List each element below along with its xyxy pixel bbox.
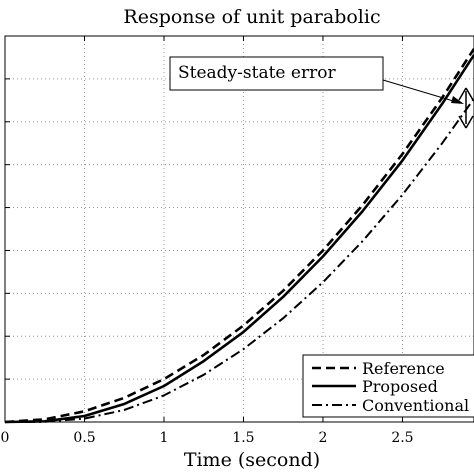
error-arrow-up	[458, 87, 474, 101]
x-tick-labels: 0 0.5 1 1.5 2 2.5	[1, 430, 414, 446]
annotation-arrow-line	[382, 79, 461, 104]
grid	[5, 36, 474, 422]
x-tick-label: 0.5	[73, 430, 95, 446]
annotation-arrow-head	[451, 96, 464, 104]
x-tick-label: 2	[319, 430, 328, 446]
error-arrow-down	[458, 115, 474, 129]
series-lines	[4, 48, 474, 424]
legend-label-reference: Reference	[362, 359, 445, 378]
chart-title: Response of unit parabolic	[123, 6, 380, 28]
x-tick-label: 0	[1, 430, 10, 446]
annotation-text: Steady-state error	[178, 63, 336, 83]
annotation-box	[169, 56, 384, 91]
series-line-proposed	[4, 54, 474, 424]
legend: Reference Proposed Conventional	[302, 354, 474, 418]
plot-frame	[4, 35, 474, 423]
series-line-reference	[4, 48, 474, 424]
legend-label-conventional: Conventional	[362, 396, 469, 415]
x-tick-label: 1.5	[232, 430, 254, 446]
x-tick-label: 2.5	[391, 430, 413, 446]
annotation: Steady-state error	[169, 56, 474, 129]
legend-label-proposed: Proposed	[362, 377, 438, 396]
x-axis-label: Time (second)	[184, 449, 320, 471]
series-line-conventional	[4, 98, 474, 423]
x-tick-label: 1	[160, 430, 169, 446]
